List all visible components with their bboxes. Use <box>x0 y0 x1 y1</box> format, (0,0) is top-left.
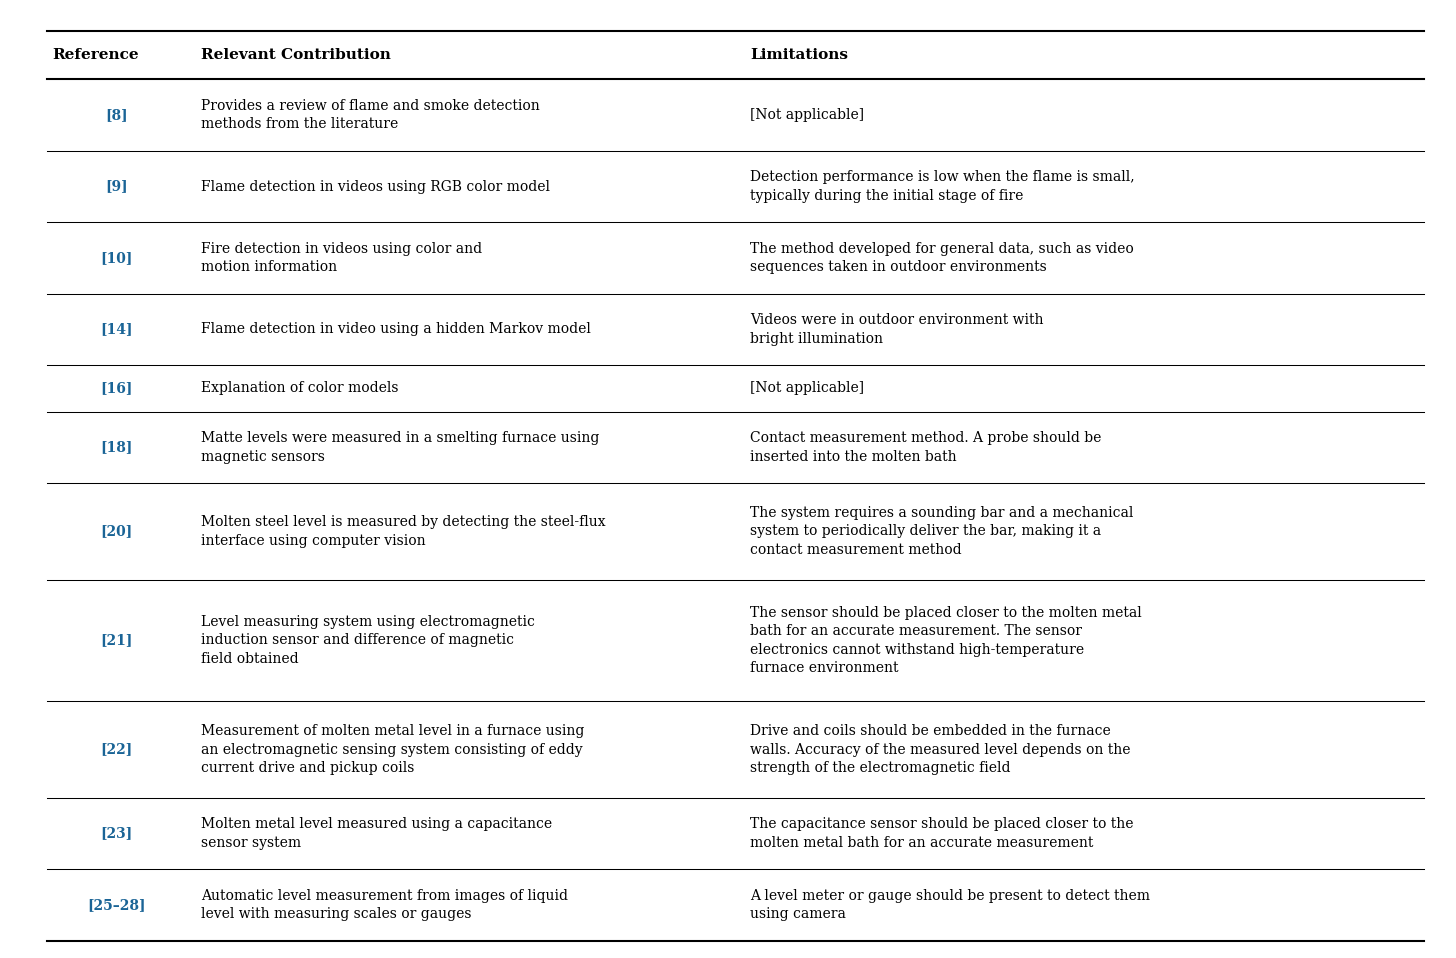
Text: [22]: [22] <box>100 742 132 757</box>
Text: Level measuring system using electromagnetic
induction sensor and difference of : Level measuring system using electromagn… <box>201 615 534 666</box>
Text: [Not applicable]: [Not applicable] <box>750 381 863 396</box>
Text: Measurement of molten metal level in a furnace using
an electromagnetic sensing : Measurement of molten metal level in a f… <box>201 724 584 775</box>
Text: Reference: Reference <box>52 48 138 62</box>
Text: Matte levels were measured in a smelting furnace using
magnetic sensors: Matte levels were measured in a smelting… <box>201 431 600 464</box>
Text: Relevant Contribution: Relevant Contribution <box>201 48 390 62</box>
Text: [16]: [16] <box>100 381 132 396</box>
Text: The system requires a sounding bar and a mechanical
system to periodically deliv: The system requires a sounding bar and a… <box>750 506 1133 557</box>
Text: Flame detection in videos using RGB color model: Flame detection in videos using RGB colo… <box>201 179 550 194</box>
Text: The method developed for general data, such as video
sequences taken in outdoor : The method developed for general data, s… <box>750 241 1134 274</box>
Text: [20]: [20] <box>100 524 132 538</box>
Text: Fire detection in videos using color and
motion information: Fire detection in videos using color and… <box>201 241 482 274</box>
Text: Videos were in outdoor environment with
bright illumination: Videos were in outdoor environment with … <box>750 313 1044 346</box>
Text: [8]: [8] <box>105 108 128 122</box>
Text: The sensor should be placed closer to the molten metal
bath for an accurate meas: The sensor should be placed closer to th… <box>750 605 1142 675</box>
Text: [23]: [23] <box>100 827 132 840</box>
Text: Molten steel level is measured by detecting the steel-flux
interface using compu: Molten steel level is measured by detect… <box>201 515 606 548</box>
Text: Flame detection in video using a hidden Markov model: Flame detection in video using a hidden … <box>201 323 591 336</box>
Text: Contact measurement method. A probe should be
inserted into the molten bath: Contact measurement method. A probe shou… <box>750 431 1101 464</box>
Text: The capacitance sensor should be placed closer to the
molten metal bath for an a: The capacitance sensor should be placed … <box>750 817 1133 850</box>
Text: [14]: [14] <box>100 323 132 336</box>
Text: [Not applicable]: [Not applicable] <box>750 108 863 122</box>
Text: Limitations: Limitations <box>750 48 847 62</box>
Text: Drive and coils should be embedded in the furnace
walls. Accuracy of the measure: Drive and coils should be embedded in th… <box>750 724 1130 775</box>
Text: [10]: [10] <box>100 251 132 265</box>
Text: A level meter or gauge should be present to detect them
using camera: A level meter or gauge should be present… <box>750 889 1150 922</box>
Text: [21]: [21] <box>100 633 132 648</box>
Text: [9]: [9] <box>105 179 128 194</box>
Text: Provides a review of flame and smoke detection
methods from the literature: Provides a review of flame and smoke det… <box>201 99 540 131</box>
Text: [18]: [18] <box>100 441 132 454</box>
Text: Molten metal level measured using a capacitance
sensor system: Molten metal level measured using a capa… <box>201 817 552 850</box>
Text: Detection performance is low when the flame is small,
typically during the initi: Detection performance is low when the fl… <box>750 171 1134 203</box>
Text: Explanation of color models: Explanation of color models <box>201 381 399 396</box>
Text: [25–28]: [25–28] <box>87 898 146 912</box>
Text: Automatic level measurement from images of liquid
level with measuring scales or: Automatic level measurement from images … <box>201 889 568 922</box>
